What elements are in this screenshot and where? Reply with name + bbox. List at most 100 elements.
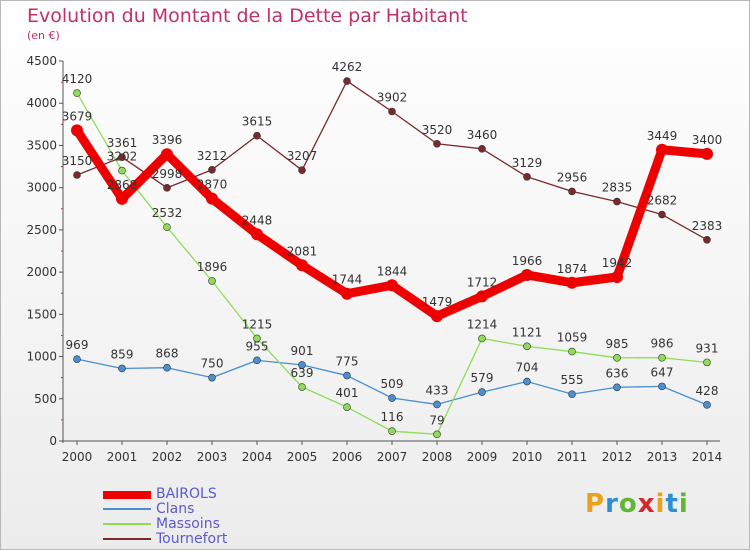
data-point-massoins[interactable] xyxy=(253,334,261,343)
data-label-bairols: 1844 xyxy=(377,264,408,278)
data-point-clans[interactable] xyxy=(613,383,621,392)
data-point-bairols[interactable] xyxy=(476,290,488,303)
data-point-massoins[interactable] xyxy=(388,427,396,436)
data-point-clans[interactable] xyxy=(73,355,81,363)
data-point-tournefort[interactable] xyxy=(118,153,126,161)
x-tick-label: 2000 xyxy=(62,450,93,464)
data-point-clans[interactable] xyxy=(703,401,711,409)
data-point-clans[interactable] xyxy=(343,371,351,380)
data-point-tournefort[interactable] xyxy=(73,171,81,179)
data-point-massoins[interactable] xyxy=(478,334,486,343)
data-point-tournefort[interactable] xyxy=(658,210,666,219)
data-point-massoins[interactable] xyxy=(523,342,531,351)
y-tick-label: 3500 xyxy=(26,138,57,152)
legend-swatch-tournefort xyxy=(103,538,151,540)
data-label-massoins: 1121 xyxy=(512,325,543,339)
data-label-clans: 647 xyxy=(651,365,674,379)
data-point-bairols[interactable] xyxy=(701,147,713,160)
data-label-bairols: 1874 xyxy=(557,262,588,276)
legend-label-bairols: BAIROLS xyxy=(156,486,217,502)
data-label-clans: 868 xyxy=(156,347,179,361)
data-point-tournefort[interactable] xyxy=(298,166,306,174)
data-point-clans[interactable] xyxy=(523,377,531,386)
data-point-bairols[interactable] xyxy=(611,271,623,284)
data-point-massoins[interactable] xyxy=(163,223,171,231)
data-point-tournefort[interactable] xyxy=(208,165,216,174)
data-label-massoins: 4120 xyxy=(62,72,93,86)
data-label-bairols: 3396 xyxy=(152,133,183,147)
data-point-tournefort[interactable] xyxy=(478,145,486,153)
data-point-massoins[interactable] xyxy=(208,277,216,285)
x-tick-label: 2002 xyxy=(152,450,183,464)
y-tick-label: 3000 xyxy=(26,181,57,195)
data-point-massoins[interactable] xyxy=(703,358,711,367)
x-tick-label: 2004 xyxy=(242,450,273,464)
data-point-massoins[interactable] xyxy=(343,403,351,411)
data-label-tournefort: 2835 xyxy=(602,181,633,195)
data-point-bairols[interactable] xyxy=(341,287,353,300)
data-label-clans: 859 xyxy=(111,347,134,361)
data-point-clans[interactable] xyxy=(118,364,126,373)
data-label-bairols: 1479 xyxy=(422,295,453,309)
data-label-massoins: 1215 xyxy=(242,317,273,331)
data-point-bairols[interactable] xyxy=(566,276,578,289)
data-point-bairols[interactable] xyxy=(431,310,443,323)
data-point-tournefort[interactable] xyxy=(433,139,441,148)
logo-letter: r xyxy=(605,489,619,519)
chart-subtitle: (en €) xyxy=(27,29,60,42)
data-point-clans[interactable] xyxy=(433,400,441,409)
data-label-bairols: 3449 xyxy=(647,129,678,143)
data-point-clans[interactable] xyxy=(208,373,216,382)
y-tick-label: 0 xyxy=(49,434,57,448)
data-point-tournefort[interactable] xyxy=(163,184,171,192)
data-point-bairols[interactable] xyxy=(521,268,533,281)
data-point-bairols[interactable] xyxy=(116,192,128,205)
data-point-tournefort[interactable] xyxy=(703,235,711,244)
data-point-massoins[interactable] xyxy=(658,353,666,362)
data-point-tournefort[interactable] xyxy=(613,197,621,206)
data-label-massoins: 986 xyxy=(651,337,674,351)
data-label-clans: 555 xyxy=(561,373,584,387)
data-label-massoins: 1059 xyxy=(557,331,588,345)
x-tick-label: 2003 xyxy=(197,450,228,464)
data-label-tournefort: 2956 xyxy=(557,170,588,184)
legend-label-massoins: Massoins xyxy=(156,516,220,532)
data-point-massoins[interactable] xyxy=(433,430,441,439)
data-point-bairols[interactable] xyxy=(386,279,398,292)
data-point-massoins[interactable] xyxy=(298,383,306,391)
data-point-massoins[interactable] xyxy=(568,347,576,356)
data-label-clans: 704 xyxy=(516,361,539,375)
logo-letter: o xyxy=(618,489,638,519)
data-point-clans[interactable] xyxy=(388,394,396,402)
data-label-tournefort: 3207 xyxy=(287,149,318,163)
data-label-tournefort: 2998 xyxy=(152,167,183,181)
data-point-clans[interactable] xyxy=(253,356,261,365)
data-label-massoins: 401 xyxy=(336,386,359,400)
data-point-clans[interactable] xyxy=(478,388,486,396)
data-point-clans[interactable] xyxy=(658,382,666,391)
data-point-bairols[interactable] xyxy=(251,228,263,241)
x-tick-label: 2006 xyxy=(332,450,363,464)
data-point-tournefort[interactable] xyxy=(523,172,531,181)
data-label-massoins: 3202 xyxy=(107,150,138,164)
data-label-clans: 509 xyxy=(381,377,404,391)
data-point-bairols[interactable] xyxy=(656,143,668,156)
data-point-massoins[interactable] xyxy=(73,89,81,97)
data-point-massoins[interactable] xyxy=(118,166,126,175)
data-point-tournefort[interactable] xyxy=(568,187,576,196)
data-point-clans[interactable] xyxy=(568,390,576,398)
data-point-clans[interactable] xyxy=(298,361,306,369)
data-point-tournefort[interactable] xyxy=(343,77,351,85)
data-point-bairols[interactable] xyxy=(71,124,83,137)
data-point-bairols[interactable] xyxy=(161,148,173,161)
data-point-bairols[interactable] xyxy=(206,192,218,205)
data-point-clans[interactable] xyxy=(163,363,171,372)
data-point-tournefort[interactable] xyxy=(253,131,261,140)
data-point-tournefort[interactable] xyxy=(388,107,396,116)
data-point-massoins[interactable] xyxy=(613,354,621,362)
data-label-tournefort: 2383 xyxy=(692,219,723,233)
data-point-bairols[interactable] xyxy=(296,259,308,272)
logo-letter: P xyxy=(585,489,606,519)
